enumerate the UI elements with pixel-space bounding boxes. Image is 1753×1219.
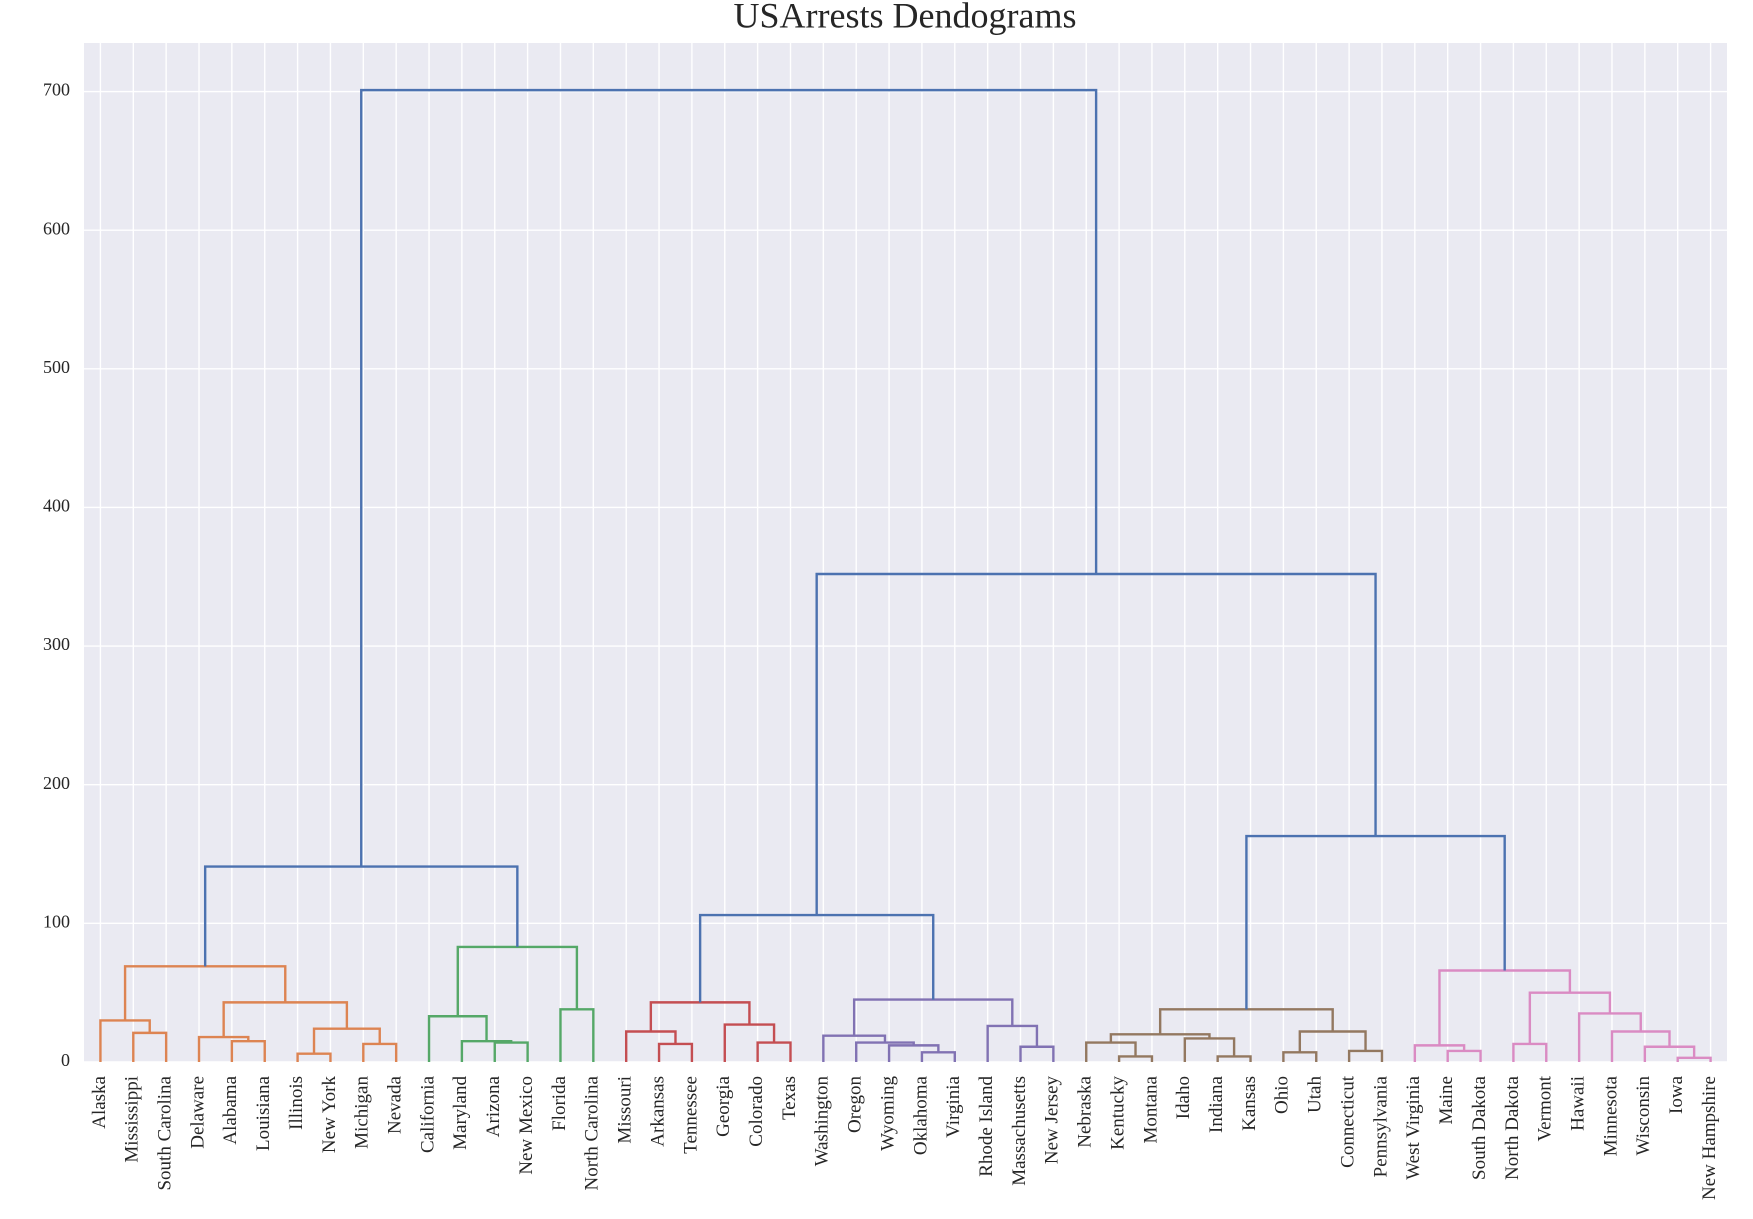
dendrogram-link (1298, 1030, 1367, 1053)
leaf-label: Georgia (713, 1075, 734, 1136)
leaf-label: Mississippi (122, 1076, 143, 1163)
leaf-label: Oregon (845, 1076, 866, 1133)
leaf-label: Louisiana (253, 1075, 274, 1150)
leaf-label: South Carolina (155, 1075, 176, 1190)
leaf-label: West Virginia (1403, 1075, 1424, 1179)
leaf-label: New York (319, 1076, 340, 1154)
leaf-label: Colorado (746, 1076, 767, 1147)
dendrogram-link (1347, 1049, 1384, 1062)
leaf-label: Tennessee (680, 1076, 701, 1154)
leaf-label: Massachusetts (1009, 1076, 1030, 1186)
y-tick-label: 500 (43, 357, 70, 377)
leaf-label: Oklahoma (910, 1075, 931, 1155)
dendrogram-link (1577, 1012, 1642, 1062)
leaf-label: Florida (549, 1075, 570, 1130)
leaf-label: Hawaii (1567, 1076, 1588, 1131)
leaf-label: Indiana (1206, 1075, 1227, 1133)
dendrogram-link (362, 1042, 398, 1062)
leaf-label: New Mexico (516, 1076, 537, 1175)
dendrogram-link (920, 1051, 956, 1062)
leaf-label: Idaho (1173, 1076, 1194, 1119)
leaf-label: Delaware (187, 1076, 208, 1149)
dendrogram-link (1245, 834, 1506, 1010)
y-tick-label: 300 (43, 634, 70, 654)
dendrogram-link (1446, 1049, 1482, 1062)
y-tick-label: 100 (43, 911, 70, 931)
leaf-label: Missouri (615, 1076, 636, 1144)
leaf-label: Rhode Island (976, 1076, 997, 1177)
dendrogram-link (657, 1042, 694, 1062)
leaf-label: Nebraska (1075, 1075, 1096, 1147)
leaf-label: Minnesota (1600, 1075, 1621, 1156)
leaf-label: Connecticut (1337, 1075, 1358, 1168)
dendrogram-link (427, 1015, 488, 1062)
leaf-label: Alabama (220, 1075, 241, 1144)
y-tick-label: 700 (43, 80, 70, 100)
dendrogram-link (649, 1001, 751, 1032)
dendrogram-link (723, 1023, 776, 1062)
chart-title: USArrests Dendograms (734, 0, 1077, 35)
leaf-label: New Hampshire (1699, 1076, 1720, 1200)
y-tick-label: 0 (61, 1050, 70, 1070)
leaf-label: Texas (779, 1076, 800, 1120)
leaf-label: Arkansas (647, 1076, 668, 1147)
leaf-label: Michigan (352, 1076, 373, 1149)
dendrogram-link (1610, 1030, 1671, 1062)
leaf-label: North Dakota (1502, 1075, 1523, 1180)
dendrogram-link (1512, 1042, 1548, 1062)
dendrogram-link (559, 1008, 595, 1062)
leaf-label: Ohio (1272, 1076, 1293, 1114)
dendrogram-link (123, 965, 287, 1021)
dendrogram-link (624, 1030, 677, 1062)
leaf-label: Maine (1436, 1076, 1457, 1125)
dendrogram-link (1019, 1045, 1055, 1062)
dendrogram-link (1158, 1008, 1334, 1035)
leaf-label: Virginia (943, 1075, 964, 1137)
dendrogram-link (1643, 1045, 1696, 1062)
leaf-label: Montana (1140, 1075, 1161, 1143)
dendrogram-link (360, 88, 1098, 867)
y-tick-label: 400 (43, 496, 70, 516)
dendrogram-link (1282, 1051, 1318, 1062)
leaf-label: Kentucky (1107, 1076, 1128, 1150)
leaf-label: Maryland (450, 1076, 471, 1150)
dendrogram-link (312, 1027, 381, 1054)
dendrogram-link (222, 1001, 349, 1038)
leaf-label: Wyoming (877, 1076, 898, 1151)
plot-area (84, 43, 1727, 1062)
dendrogram-link (99, 1019, 151, 1062)
leaf-label: Arizona (483, 1075, 504, 1137)
leaf-label: New Jersey (1042, 1076, 1063, 1165)
leaf-label: Kansas (1239, 1076, 1260, 1131)
y-tick-label: 200 (43, 773, 70, 793)
leaf-label: Vermont (1535, 1075, 1556, 1141)
leaf-label: South Dakota (1469, 1075, 1490, 1180)
leaf-label: Wisconsin (1633, 1076, 1654, 1156)
leaf-label: Alaska (89, 1075, 110, 1128)
y-tick-label: 600 (43, 218, 70, 238)
leaf-label: North Carolina (582, 1075, 603, 1190)
leaf-label: Pennsylvania (1370, 1075, 1391, 1177)
dendrogram-link (132, 1031, 168, 1062)
dendrogram-link (822, 1034, 887, 1062)
leaf-label: Utah (1305, 1076, 1326, 1113)
leaf-label: California (417, 1075, 438, 1153)
leaf-label: Washington (812, 1076, 833, 1167)
leaf-label: Illinois (286, 1076, 307, 1130)
leaf-label: Iowa (1666, 1075, 1687, 1114)
leaf-label: Nevada (385, 1075, 406, 1134)
